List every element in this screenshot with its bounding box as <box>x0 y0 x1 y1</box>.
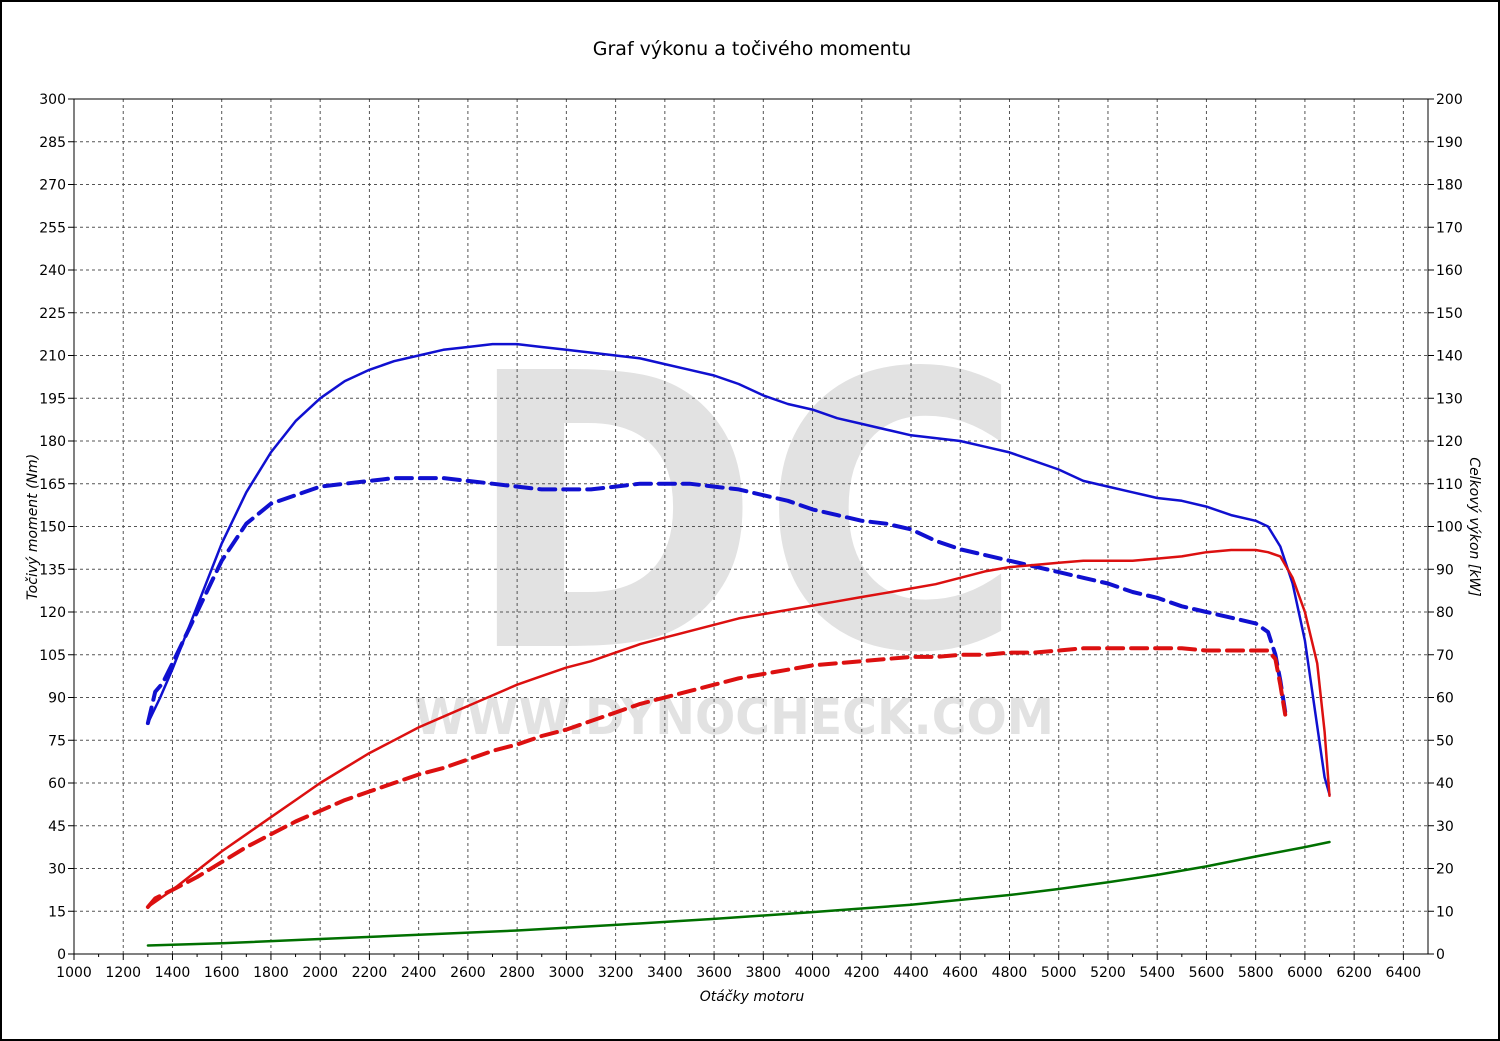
x-tick-label: 6200 <box>1336 965 1372 981</box>
y-left-tick-label: 15 <box>48 904 66 920</box>
y-right-axis-ticks: 0 10 20 30 40 50 60 70 80 90 100 110 120 130 140 150 160… <box>1428 92 1463 963</box>
x-tick-label: 5400 <box>1139 965 1175 981</box>
x-tick-label: 2800 <box>499 965 535 981</box>
y-left-tick-label: 240 <box>39 263 66 279</box>
y-right-tick-label: 200 <box>1436 92 1463 108</box>
watermark-url: WWW.DYNOCHECK.COM <box>414 688 1054 746</box>
torque-stock-line <box>145 476 1288 726</box>
y-right-tick-label: 60 <box>1436 691 1454 707</box>
y-right-tick-label: 150 <box>1436 306 1463 322</box>
y-right-axis-label: Celkový výkon [kW] <box>1466 457 1482 596</box>
x-tick-label: 4200 <box>844 965 880 981</box>
x-tick-label: 3200 <box>598 965 634 981</box>
x-tick-label: 2400 <box>401 965 437 981</box>
y-right-tick-label: 130 <box>1436 391 1463 407</box>
y-left-tick-label: 225 <box>39 306 66 322</box>
y-left-tick-label: 30 <box>48 862 66 878</box>
y-right-tick-label: 100 <box>1436 520 1463 536</box>
y-left-tick-label: 285 <box>39 135 66 151</box>
y-right-tick-label: 110 <box>1436 477 1463 493</box>
x-tick-label: 3600 <box>696 965 732 981</box>
y-right-tick-label: 180 <box>1436 178 1463 194</box>
y-right-tick-label: 170 <box>1436 220 1463 236</box>
y-left-tick-label: 150 <box>39 520 66 536</box>
y-right-tick-label: 120 <box>1436 434 1463 450</box>
y-right-tick-label: 90 <box>1436 562 1454 578</box>
y-left-tick-label: 135 <box>39 562 66 578</box>
y-left-tick-label: 210 <box>39 349 66 365</box>
y-right-tick-label: 190 <box>1436 135 1463 151</box>
y-right-tick-label: 50 <box>1436 733 1454 749</box>
y-left-tick-label: 60 <box>48 776 66 792</box>
y-left-axis-ticks: 0 15 30 45 60 75 90 105 120 135 150 165 180 195 210 225… <box>39 92 74 963</box>
x-tick-label: 2200 <box>352 965 388 981</box>
power-stock-line <box>145 646 1288 909</box>
x-tick-label: 4600 <box>942 965 978 981</box>
y-left-tick-label: 180 <box>39 434 66 450</box>
y-left-tick-label: 165 <box>39 477 66 493</box>
y-right-tick-label: 140 <box>1436 349 1463 365</box>
x-tick-label: 2000 <box>302 965 338 981</box>
x-tick-label: 1800 <box>253 965 289 981</box>
y-left-axis-label: Točivý moment (Nm) <box>25 454 41 600</box>
series-group <box>145 342 1331 947</box>
y-right-tick-label: 20 <box>1436 862 1454 878</box>
y-right-tick-label: 40 <box>1436 776 1454 792</box>
y-right-tick-label: 80 <box>1436 605 1454 621</box>
x-tick-label: 5600 <box>1189 965 1225 981</box>
y-left-tick-label: 270 <box>39 178 66 194</box>
watermark: DC WWW.DYNOCHECK.COM <box>414 293 1054 746</box>
y-left-tick-label: 105 <box>39 648 66 664</box>
y-right-tick-label: 70 <box>1436 648 1454 664</box>
x-tick-label: 1400 <box>155 965 191 981</box>
x-tick-label: 2600 <box>450 965 486 981</box>
x-tick-label: 5200 <box>1090 965 1126 981</box>
x-tick-label: 4800 <box>992 965 1028 981</box>
x-tick-label: 5000 <box>1041 965 1077 981</box>
y-left-tick-label: 0 <box>57 947 66 963</box>
x-tick-label: 5800 <box>1238 965 1274 981</box>
power-tuned-line <box>146 548 1331 909</box>
y-left-tick-label: 255 <box>39 220 66 236</box>
y-right-tick-label: 0 <box>1436 947 1445 963</box>
loss-line <box>146 840 1331 947</box>
y-left-tick-label: 45 <box>48 819 66 835</box>
watermark-logo: DC <box>464 293 1024 736</box>
y-right-tick-label: 30 <box>1436 819 1454 835</box>
x-tick-label: 4400 <box>893 965 929 981</box>
y-left-tick-label: 90 <box>48 691 66 707</box>
x-tick-label: 1000 <box>56 965 92 981</box>
x-tick-label: 1200 <box>105 965 141 981</box>
y-right-tick-label: 10 <box>1436 904 1454 920</box>
x-tick-label: 1600 <box>204 965 240 981</box>
x-axis-ticks: 1000 1200 1400 1600 1800 2000 2200 2400 2600 2800… <box>56 954 1421 981</box>
y-left-tick-label: 300 <box>39 92 66 108</box>
x-tick-label: 3800 <box>745 965 781 981</box>
y-right-tick-label: 160 <box>1436 263 1463 279</box>
x-tick-label: 6000 <box>1287 965 1323 981</box>
x-tick-label: 6400 <box>1386 965 1422 981</box>
torque-tuned-line <box>146 342 1331 796</box>
y-left-tick-label: 120 <box>39 605 66 621</box>
x-tick-label: 3400 <box>647 965 683 981</box>
x-axis-label: Otáčky motoru <box>700 989 805 1005</box>
y-left-tick-label: 75 <box>48 733 66 749</box>
y-left-tick-label: 195 <box>39 391 66 407</box>
x-tick-label: 3000 <box>549 965 585 981</box>
x-tick-label: 4000 <box>795 965 831 981</box>
chart-title: Graf výkonu a točivého momentu <box>593 38 911 60</box>
